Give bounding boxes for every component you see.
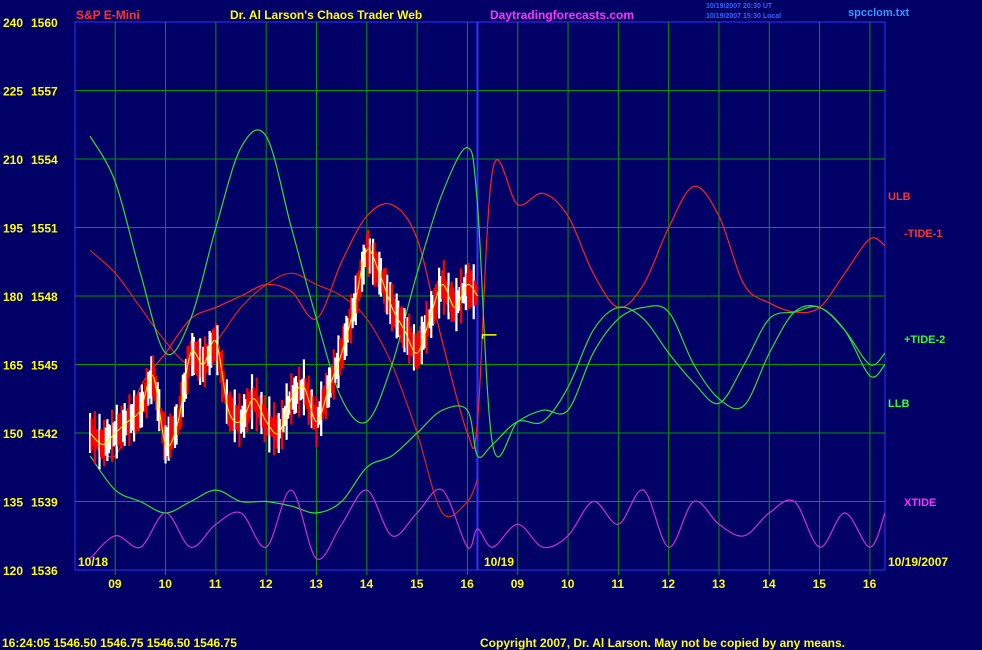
site-label: Daytradingforecasts.com	[490, 8, 634, 22]
x-tick-label: 14	[360, 577, 374, 591]
y-tick-label-index: 180	[3, 290, 23, 304]
price-average-line	[89, 248, 478, 447]
y-tick-label-index: 210	[3, 153, 23, 167]
x-tick-label: 11	[209, 577, 222, 591]
x-tick-label: 12	[259, 577, 273, 591]
instrument-label: S&P E-Mini	[76, 8, 140, 22]
legend-xtide: XTIDE	[904, 497, 936, 509]
y-tick-label-price: 1548	[31, 290, 58, 304]
date-label-day2: 10/19	[484, 555, 514, 569]
legend-tide1: -TIDE-1	[904, 228, 943, 240]
y-tick-label-price: 1560	[31, 16, 58, 30]
y-tick-label-index: 240	[3, 16, 23, 30]
stamp-line-1: 10/19/2007 20:30 UT	[706, 3, 773, 10]
y-tick-label-index: 135	[3, 496, 23, 510]
x-tick-label: 15	[813, 577, 827, 591]
y-tick-label-price: 1551	[31, 222, 58, 236]
stamp-line-2: 10/19/2007 15:30 Local	[706, 13, 781, 20]
file-label: spcclom.txt	[848, 7, 909, 19]
x-tick-label: 12	[662, 577, 676, 591]
series-xtide-line	[89, 488, 886, 560]
y-tick-label-price: 1554	[31, 153, 58, 167]
x-tick-label: 10	[159, 577, 173, 591]
chart-title: Dr. Al Larson's Chaos Trader Web	[230, 8, 422, 22]
x-tick-label: 13	[309, 577, 323, 591]
y-tick-label-price: 1545	[31, 359, 58, 373]
x-tick-label: 10	[561, 577, 575, 591]
legend-llb: LLB	[888, 398, 909, 410]
quote-readout: 16:24:05 1546.50 1546.75 1546.50 1546.75	[2, 636, 237, 650]
y-axis-left: 240 1560 225 1557 210 1554 195 1551 180 1548 165 15…	[3, 16, 58, 578]
x-tick-label: 09	[108, 577, 122, 591]
y-tick-label-price: 1536	[31, 564, 58, 578]
y-tick-label-index: 165	[3, 359, 23, 373]
y-tick-label-index: 150	[3, 427, 23, 441]
y-tick-label-price: 1557	[31, 85, 58, 99]
forecast-marker	[481, 334, 497, 339]
x-tick-label: 13	[712, 577, 726, 591]
y-tick-label-index: 195	[3, 222, 23, 236]
series-group	[88, 129, 886, 560]
grid	[75, 22, 885, 570]
date-label-end: 10/19/2007	[888, 555, 948, 569]
x-tick-label: 16	[863, 577, 877, 591]
series-ulb-line	[89, 159, 886, 458]
date-label-day1: 10/18	[78, 555, 108, 569]
y-tick-label-price: 1539	[31, 496, 58, 510]
legend-tide2: +TIDE-2	[904, 334, 945, 346]
x-tick-label: 09	[511, 577, 525, 591]
x-tick-label: 14	[762, 577, 776, 591]
y-tick-label-index: 120	[3, 564, 23, 578]
series-tide-2-line	[89, 129, 886, 458]
series-tide-1-line	[89, 249, 479, 518]
y-tick-label-price: 1542	[31, 427, 58, 441]
x-axis: 09 10 11 12 13 14 15 16 09 10 11 12 13 14 15 16	[108, 570, 877, 591]
y-tick-label-index: 225	[3, 85, 23, 99]
copyright-text: Copyright 2007, Dr. Al Larson. May not b…	[480, 636, 845, 650]
legend-ulb: ULB	[888, 191, 911, 203]
x-tick-label: 11	[611, 577, 624, 591]
series-llb-line	[89, 305, 886, 514]
x-tick-label: 15	[410, 577, 424, 591]
x-tick-label: 16	[460, 577, 474, 591]
